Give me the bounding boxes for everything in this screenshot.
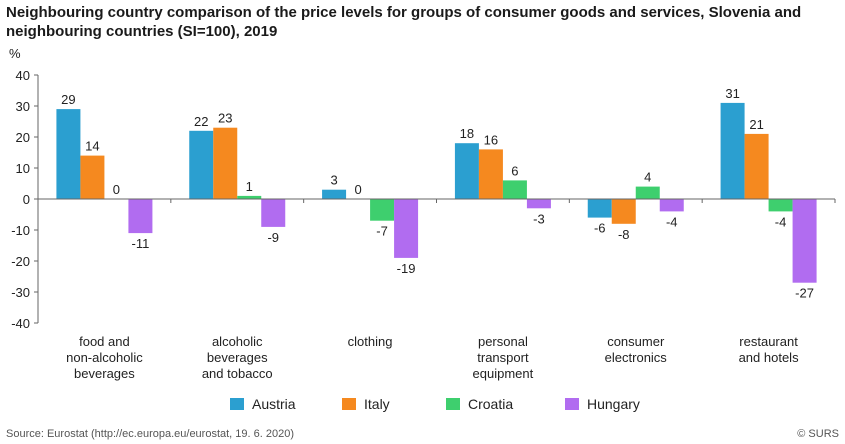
data-label: 4 <box>644 170 651 185</box>
bar-italy <box>611 199 636 224</box>
x-category-label: personal transport equipment <box>473 334 534 381</box>
data-label: 29 <box>61 92 75 107</box>
x-category-label: food and non-alcoholic beverages <box>66 334 143 381</box>
data-label: -7 <box>376 224 388 239</box>
bar-austria <box>189 130 214 199</box>
data-label: 0 <box>113 182 120 197</box>
y-tick-label: -30 <box>11 285 30 300</box>
data-label: -3 <box>533 211 545 226</box>
data-label: -8 <box>618 227 630 242</box>
legend-swatch-hungary <box>565 398 579 410</box>
y-axis-unit-label: % <box>9 46 21 61</box>
legend-swatch-italy <box>342 398 356 410</box>
bar-croatia <box>237 195 262 199</box>
bar-croatia <box>635 186 660 199</box>
x-category-label: alcoholic beverages and tobacco <box>202 334 273 381</box>
legend-swatch-austria <box>230 398 244 410</box>
bar-italy <box>744 133 769 199</box>
x-category-label: restaurant and hotels <box>739 334 799 365</box>
data-label: 31 <box>725 86 739 101</box>
data-label: -6 <box>594 221 606 236</box>
bar-hungary <box>394 199 419 258</box>
data-label: -9 <box>267 230 279 245</box>
data-label: -4 <box>775 214 787 229</box>
chart-title: Neighbouring country comparison of the p… <box>6 4 802 40</box>
data-label: 23 <box>218 111 232 126</box>
data-label: 21 <box>749 117 763 132</box>
bar-italy <box>80 155 105 199</box>
legend-label-hungary: Hungary <box>587 396 640 412</box>
y-tick-label: -20 <box>11 254 30 269</box>
x-category-label: clothing <box>348 334 393 349</box>
y-tick-label: 20 <box>16 130 30 145</box>
bar-italy <box>213 127 238 199</box>
bar-hungary <box>128 199 153 234</box>
bar-hungary <box>792 199 817 283</box>
bar-italy <box>478 149 503 199</box>
bar-croatia <box>768 199 793 212</box>
bar-austria <box>454 143 479 199</box>
data-label: -19 <box>397 261 416 276</box>
bar-croatia <box>502 180 527 199</box>
y-tick-label: 0 <box>23 192 30 207</box>
data-label: 6 <box>511 163 518 178</box>
bar-croatia <box>370 199 395 221</box>
bar-austria <box>322 189 347 199</box>
y-tick-label: 30 <box>16 99 30 114</box>
legend-label-croatia: Croatia <box>468 396 513 412</box>
copyright-note: © SURS <box>797 428 839 440</box>
source-note: Source: Eurostat (http://ec.europa.eu/eu… <box>6 428 295 440</box>
bar-hungary <box>526 199 551 209</box>
data-label: 3 <box>330 173 337 188</box>
data-label: 22 <box>194 114 208 129</box>
legend-label-austria: Austria <box>252 396 296 412</box>
data-label: 18 <box>460 126 474 141</box>
y-tick-label: -10 <box>11 223 30 238</box>
data-label: -27 <box>795 286 814 301</box>
y-tick-label: -40 <box>11 316 30 331</box>
bar-austria <box>56 109 81 199</box>
bar-austria <box>720 102 745 199</box>
data-label: 0 <box>354 182 361 197</box>
bar-hungary <box>261 199 286 227</box>
y-tick-label: 10 <box>16 161 30 176</box>
bar-hungary <box>659 199 684 212</box>
data-label: 16 <box>484 132 498 147</box>
data-label: -4 <box>666 214 678 229</box>
y-tick-label: 40 <box>16 68 30 83</box>
legend-label-italy: Italy <box>364 396 390 412</box>
data-label: 14 <box>85 139 99 154</box>
x-category-label: consumer electronics <box>605 334 668 365</box>
data-label: 1 <box>246 179 253 194</box>
bar-austria <box>587 199 612 218</box>
legend-swatch-croatia <box>446 398 460 410</box>
data-label: -11 <box>132 236 150 251</box>
